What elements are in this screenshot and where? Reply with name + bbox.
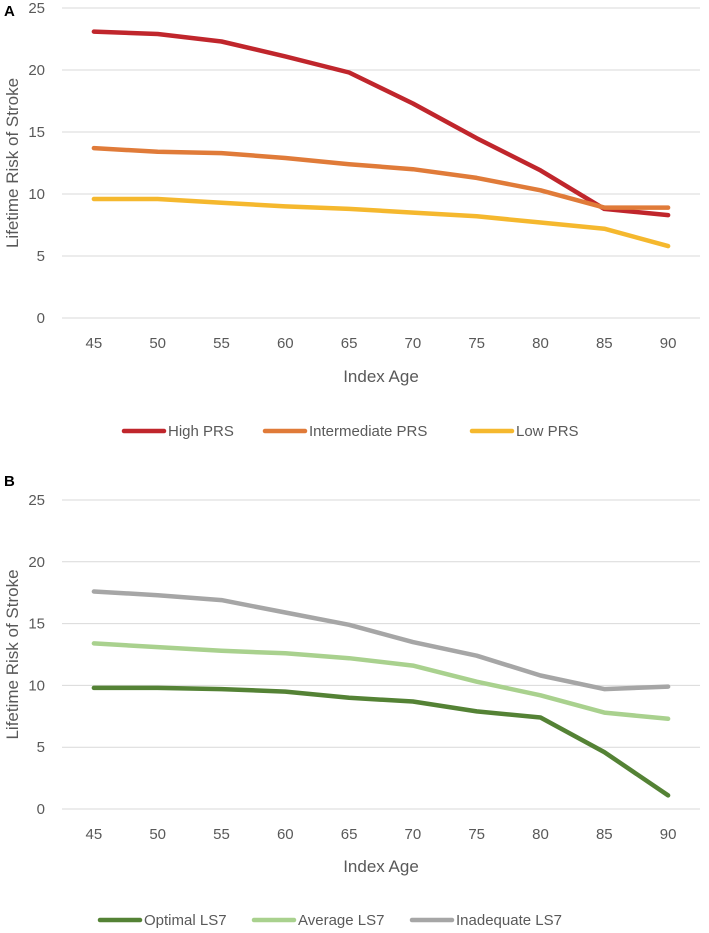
x-tick-label: 50 (149, 826, 166, 843)
x-tick-label: 55 (213, 335, 230, 352)
x-tick-label: 70 (405, 335, 422, 352)
x-axis-label: Index Age (343, 367, 419, 386)
series-line-optimal-ls7 (91, 685, 671, 798)
x-tick-label: 90 (660, 335, 677, 352)
y-axis-label: Lifetime Risk of Stroke (3, 78, 22, 248)
y-tick-label: 5 (37, 739, 45, 756)
legend-label: Optimal LS7 (144, 912, 227, 929)
series-line-average-ls7 (91, 641, 671, 722)
x-tick-label: 75 (468, 335, 485, 352)
y-tick-label: 20 (28, 554, 45, 571)
legend-label: Intermediate PRS (309, 423, 427, 440)
y-tick-label: 5 (37, 248, 45, 265)
x-tick-label: 45 (86, 826, 103, 843)
chart-panel-b: B 0 5 10 15 20 25 45 50 55 60 65 70 75 80 85 90 Index Age… (3, 473, 700, 929)
legend-label: Inadequate LS7 (456, 912, 562, 929)
x-tick-label: 55 (213, 826, 230, 843)
legend: Optimal LS7 Average LS7 Inadequate LS7 (97, 912, 562, 929)
x-tick-label: 90 (660, 826, 677, 843)
panel-letter: A (4, 3, 15, 20)
x-axis-label: Index Age (343, 857, 419, 876)
y-tick-label: 0 (37, 801, 45, 818)
series-line-inadequate-ls7 (91, 589, 671, 692)
legend: High PRS Intermediate PRS Low PRS (121, 423, 579, 440)
panel-letter: B (4, 473, 15, 490)
series-line-low-prs (91, 196, 671, 249)
y-axis-label: Lifetime Risk of Stroke (3, 569, 22, 739)
x-tick-label: 85 (596, 826, 613, 843)
x-tick-label: 85 (596, 335, 613, 352)
y-tick-label: 25 (28, 492, 45, 509)
series-line-high-prs (91, 29, 671, 218)
x-tick-label: 60 (277, 826, 294, 843)
legend-label: High PRS (168, 423, 234, 440)
y-tick-label: 15 (28, 616, 45, 633)
x-tick-label: 65 (341, 826, 358, 843)
x-tick-label: 80 (532, 826, 549, 843)
y-tick-label: 20 (28, 62, 45, 79)
legend-label: Low PRS (516, 423, 579, 440)
x-tick-label: 45 (86, 335, 103, 352)
x-tick-label: 50 (149, 335, 166, 352)
x-tick-label: 60 (277, 335, 294, 352)
y-tick-label: 10 (28, 186, 45, 203)
x-tick-label: 65 (341, 335, 358, 352)
x-tick-label: 70 (405, 826, 422, 843)
series-line-intermediate-prs (91, 145, 671, 210)
y-tick-label: 25 (28, 0, 45, 17)
x-tick-label: 80 (532, 335, 549, 352)
chart-panel-a: A 0 5 10 15 20 25 45 50 55 60 65 70 75 80 85 90 Index Age… (3, 0, 700, 440)
x-tick-label: 75 (468, 826, 485, 843)
legend-label: Average LS7 (298, 912, 384, 929)
y-tick-label: 0 (37, 310, 45, 327)
y-tick-label: 15 (28, 124, 45, 141)
y-tick-label: 10 (28, 677, 45, 694)
